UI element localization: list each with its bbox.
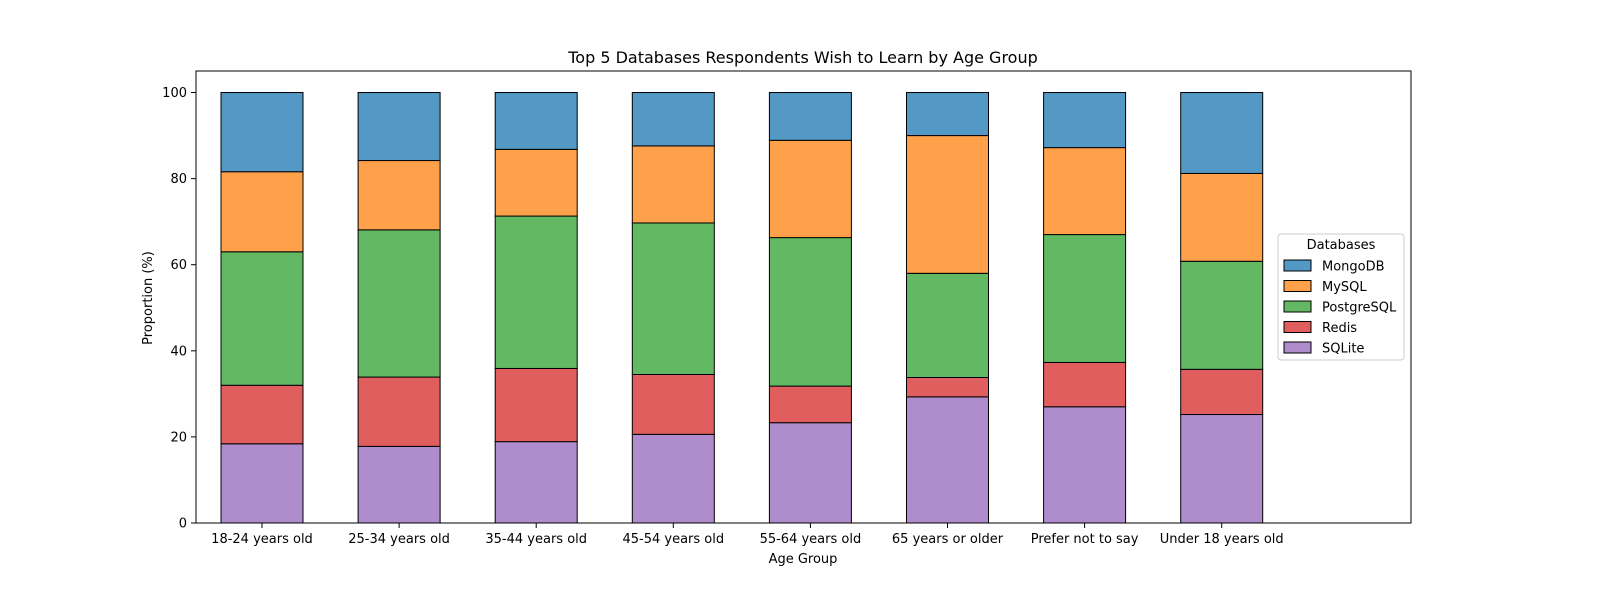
bar-segment	[631, 373, 715, 435]
legend-items: MongoDB MySQL PostgreSQL Redis SQLite	[1283, 259, 1397, 357]
bar-segment	[1180, 260, 1264, 370]
y-tick-label: 20	[170, 430, 187, 445]
legend-label: PostgreSQL	[1322, 301, 1397, 316]
bar-segment	[220, 251, 304, 386]
bar-segment	[357, 160, 441, 231]
bar-segment	[768, 422, 852, 524]
bar-segment	[768, 237, 852, 387]
x-tick-label: 18-24 years old	[211, 532, 313, 547]
x-axis: 18-24 years old 25-34 years old 35-44 year…	[211, 523, 1284, 547]
bar-segment	[1043, 234, 1127, 363]
chart-title: Top 5 Databases Respondents Wish to Lear…	[567, 48, 1038, 67]
legend-label: SQLite	[1322, 342, 1364, 357]
y-tick-label: 60	[170, 258, 187, 273]
bar-segment	[494, 367, 578, 443]
bar-segment	[1180, 92, 1264, 174]
x-tick-label: Prefer not to say	[1031, 532, 1139, 547]
bar-segment	[1043, 361, 1127, 408]
bar-segment	[220, 384, 304, 445]
bar-segment	[906, 272, 989, 379]
bar-segment	[1180, 368, 1264, 416]
bars-layer	[220, 92, 1264, 524]
bar-segment	[1043, 147, 1127, 236]
y-axis-label: Proportion (%)	[141, 251, 156, 345]
bar-segment	[1043, 92, 1127, 149]
bar-segment	[494, 215, 578, 369]
legend: Databases MongoDB MySQL PostgreSQL Redis SQL…	[1277, 233, 1405, 361]
bar-segment	[494, 92, 578, 150]
legend-label: MySQL	[1322, 280, 1367, 295]
bar-segment	[906, 377, 989, 398]
bar-segment	[768, 92, 852, 141]
y-axis: 0 20 40 60 80 100	[162, 86, 196, 532]
legend-label: MongoDB	[1322, 260, 1385, 275]
bar-segment	[357, 229, 441, 378]
bar-segment	[220, 443, 304, 524]
bar-segment	[631, 222, 715, 375]
y-tick-label: 40	[170, 344, 187, 359]
bar-segment	[1180, 172, 1264, 262]
bar-segment	[768, 139, 852, 239]
bar-segment	[220, 92, 304, 173]
x-axis-label: Age Group	[769, 552, 838, 567]
bar-segment	[1180, 414, 1264, 524]
bar-segment	[631, 433, 715, 524]
x-tick-label: 65 years or older	[892, 532, 1004, 547]
bar-segment	[220, 171, 304, 253]
bar-segment	[906, 396, 989, 524]
legend-swatch	[1283, 280, 1312, 292]
bar-segment	[768, 385, 852, 424]
y-tick-label: 80	[170, 172, 187, 187]
legend-label: Redis	[1322, 321, 1357, 336]
x-tick-label: Under 18 years old	[1160, 532, 1284, 547]
legend-swatch	[1283, 341, 1312, 354]
y-tick-label: 0	[179, 517, 187, 532]
bar-segment	[631, 92, 715, 147]
y-tick-label: 100	[162, 86, 187, 101]
x-tick-label: 55-64 years old	[760, 532, 862, 547]
legend-swatch	[1283, 321, 1312, 333]
bar-segment	[494, 441, 578, 524]
x-tick-label: 25-34 years old	[348, 532, 450, 547]
bar-segment	[906, 135, 989, 274]
plot-frame	[195, 70, 1412, 524]
x-tick-label: 35-44 years old	[485, 532, 587, 547]
bar-segment	[631, 145, 715, 224]
legend-swatch	[1283, 300, 1312, 313]
bar-segment	[906, 92, 989, 137]
legend-title: Databases	[1307, 238, 1376, 253]
bar-segment	[357, 445, 441, 524]
bar-segment	[357, 92, 441, 162]
bar-segment	[357, 376, 441, 447]
legend-swatch	[1283, 259, 1312, 272]
bar-segment	[1043, 406, 1127, 524]
x-tick-label: 45-54 years old	[622, 532, 724, 547]
bar-segment	[494, 148, 578, 217]
